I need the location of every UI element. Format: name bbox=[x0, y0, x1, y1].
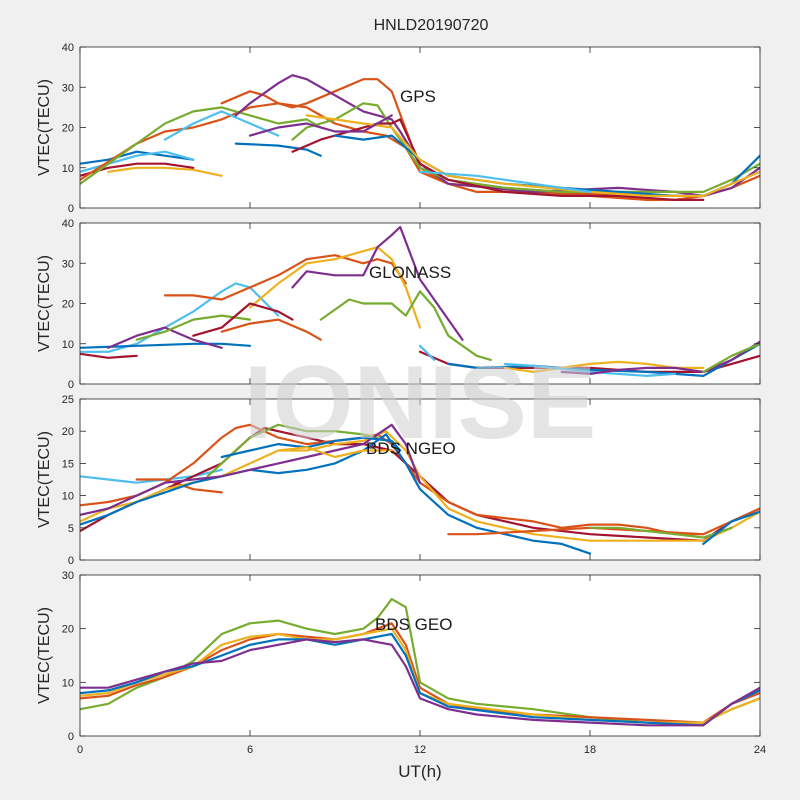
series-group bbox=[80, 74, 760, 201]
x-tick-label: 24 bbox=[754, 744, 766, 756]
y-axis-label: VTEC(TECU) bbox=[36, 607, 53, 704]
x-tick-label: 12 bbox=[414, 744, 426, 756]
panel-annotation: GLONASS bbox=[369, 263, 451, 282]
series-line-7 bbox=[80, 106, 322, 185]
y-tick-label: 40 bbox=[62, 42, 74, 54]
axes-background bbox=[80, 47, 760, 208]
series-line-2 bbox=[234, 142, 322, 157]
series-line-10 bbox=[277, 446, 393, 459]
series-line-11 bbox=[220, 318, 322, 341]
x-axis-label: UT(h) bbox=[398, 762, 441, 781]
series-line-4 bbox=[107, 326, 223, 349]
y-tick-label: 0 bbox=[68, 731, 74, 743]
panel-annotation: GPS bbox=[400, 87, 436, 106]
series-line-9 bbox=[220, 436, 402, 459]
series-line-17 bbox=[702, 342, 760, 373]
series-line-16 bbox=[248, 114, 393, 137]
series-line-10 bbox=[234, 74, 760, 197]
panel-annotation: BDS NGEO bbox=[366, 439, 456, 458]
series-group bbox=[80, 225, 760, 377]
series-line-6 bbox=[163, 254, 407, 301]
y-axis-label: VTEC(TECU) bbox=[36, 255, 53, 352]
y-tick-label: 0 bbox=[68, 379, 74, 391]
series-line-2 bbox=[80, 282, 280, 353]
x-tick-label: 18 bbox=[584, 744, 596, 756]
panel-annotation: BDS GEO bbox=[375, 615, 452, 634]
panel-bds-ngeo: 0 5 10 15 20 25 VTEC(TECU) BDS NGEO bbox=[36, 394, 761, 567]
series-line-15 bbox=[503, 362, 677, 377]
y-tick-label: 0 bbox=[68, 203, 74, 215]
series-group bbox=[80, 423, 760, 555]
series-line-2 bbox=[80, 622, 760, 724]
y-tick-label: 20 bbox=[62, 123, 74, 135]
series-line-3 bbox=[80, 342, 252, 349]
series-group bbox=[80, 598, 760, 727]
series-line-13 bbox=[702, 510, 760, 545]
y-tick-label: 40 bbox=[62, 218, 74, 230]
series-line-3 bbox=[80, 426, 760, 542]
y-axis-label: VTEC(TECU) bbox=[36, 79, 53, 176]
series-line-1 bbox=[80, 150, 195, 165]
series-line-15 bbox=[418, 170, 592, 193]
series-line-8 bbox=[291, 225, 464, 341]
series-line-5 bbox=[80, 638, 760, 727]
series-line-16 bbox=[560, 340, 760, 375]
y-tick-label: 30 bbox=[62, 258, 74, 270]
y-tick-label: 15 bbox=[62, 458, 74, 470]
y-tick-label: 20 bbox=[62, 426, 74, 438]
x-tick-label: 6 bbox=[247, 744, 253, 756]
series-line-5 bbox=[206, 423, 379, 478]
y-tick-label: 30 bbox=[62, 570, 74, 582]
y-tick-label: 0 bbox=[68, 555, 74, 567]
y-tick-label: 5 bbox=[68, 523, 74, 535]
series-line-18 bbox=[418, 344, 436, 361]
y-tick-label: 10 bbox=[62, 163, 74, 175]
series-line-8 bbox=[163, 110, 280, 141]
figure-title: HNLD20190720 bbox=[374, 17, 489, 34]
y-tick-label: 20 bbox=[62, 624, 74, 636]
series-line-2 bbox=[135, 478, 223, 494]
y-tick-label: 25 bbox=[62, 394, 74, 406]
y-tick-label: 30 bbox=[62, 82, 74, 94]
series-line-9 bbox=[220, 78, 705, 197]
y-tick-label: 10 bbox=[62, 677, 74, 689]
series-line-7 bbox=[248, 246, 422, 329]
series-line-4 bbox=[107, 166, 223, 177]
y-tick-label: 10 bbox=[62, 491, 74, 503]
series-line-12 bbox=[588, 526, 733, 539]
axes-background bbox=[80, 223, 760, 384]
series-line-14 bbox=[305, 114, 760, 197]
panel-gps: 0 10 20 30 40 VTEC(TECU) GPS bbox=[36, 42, 761, 215]
series-line-9 bbox=[319, 290, 492, 361]
series-line-8 bbox=[80, 423, 422, 516]
watermark: IONISE bbox=[244, 345, 597, 461]
panel-bds-geo: 0 10 20 30 0 6 12 18 24 VTEC(TECU) BDS GEO bbox=[36, 570, 766, 756]
x-tick-label: 0 bbox=[77, 744, 83, 756]
series-line-1 bbox=[80, 352, 138, 359]
series-line-5 bbox=[135, 314, 252, 341]
y-tick-label: 10 bbox=[62, 339, 74, 351]
panels: 0 10 20 30 40 VTEC(TECU) GPS 0 10 20 30 40 VTEC(TECU… bbox=[36, 42, 766, 756]
panel-glonass: 0 10 20 30 40 VTEC(TECU) GLONASS bbox=[36, 218, 761, 391]
y-tick-label: 20 bbox=[62, 299, 74, 311]
axes-background bbox=[80, 575, 760, 736]
y-axis-label: VTEC(TECU) bbox=[36, 431, 53, 528]
series-line-10 bbox=[192, 302, 294, 337]
